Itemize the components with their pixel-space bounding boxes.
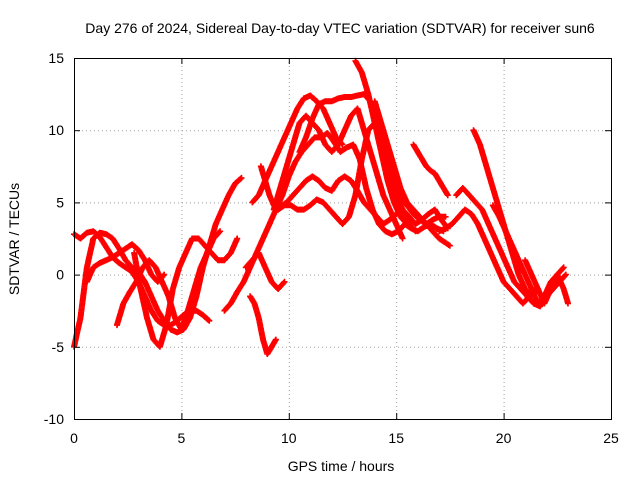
- data-point: [560, 264, 567, 271]
- data-point: [446, 242, 453, 249]
- series-track-5: [131, 235, 241, 350]
- series-track-8: [275, 120, 449, 228]
- data-point: [161, 271, 168, 278]
- data-point: [403, 221, 410, 228]
- x-axis-label: GPS time / hours: [288, 458, 395, 474]
- x-tick-label: 15: [388, 430, 404, 446]
- data-point: [565, 300, 571, 307]
- x-tick-label: 5: [178, 430, 186, 446]
- series-track-12: [371, 98, 453, 249]
- x-tick-label: 10: [281, 430, 297, 446]
- data-point: [272, 336, 279, 343]
- plot-frame: [74, 58, 612, 420]
- data-point: [217, 228, 224, 235]
- series-track-18: [522, 257, 571, 307]
- data-point: [338, 140, 345, 147]
- data-point: [403, 220, 409, 226]
- data-point: [281, 278, 288, 285]
- data-point: [399, 235, 406, 242]
- data-point: [238, 174, 245, 181]
- y-tick-label: 5: [56, 194, 64, 210]
- x-tick-label: 25: [603, 430, 619, 446]
- series-track-19: [247, 293, 279, 357]
- chart-title: Day 276 of 2024, Sidereal Day-to-day VTE…: [85, 20, 595, 36]
- series-track-3: [83, 241, 168, 285]
- x-tick-label: 0: [70, 430, 78, 446]
- data-point: [206, 317, 213, 324]
- y-tick-label: -5: [52, 339, 65, 355]
- ticks: 0 5 10 15 20 25 -10 -5 0 5 10 15: [44, 50, 619, 446]
- series-track-14: [436, 206, 539, 307]
- data-point: [559, 265, 566, 272]
- y-tick-label: 10: [48, 122, 64, 138]
- grid: [74, 58, 611, 419]
- data-point: [339, 141, 346, 148]
- data-point: [562, 272, 568, 279]
- data-point: [216, 229, 223, 236]
- y-axis-label: SDTVAR / TECUs: [6, 183, 22, 295]
- series-track-11: [352, 57, 410, 228]
- series-track-21: [242, 249, 288, 292]
- x-tick-label: 20: [496, 430, 512, 446]
- data-point: [411, 227, 418, 234]
- data-point: [234, 235, 241, 242]
- data-point: [444, 192, 451, 199]
- series-track-4: [114, 228, 224, 333]
- data-point: [280, 279, 287, 286]
- data-point: [442, 213, 449, 220]
- y-tick-label: 15: [48, 50, 64, 66]
- data-points: [71, 57, 571, 357]
- series-track-20: [249, 92, 346, 206]
- data-point: [412, 228, 419, 235]
- series-track-9: [270, 105, 406, 242]
- series-track-13: [410, 141, 451, 199]
- y-tick-label: 0: [56, 267, 64, 283]
- data-point: [562, 271, 569, 278]
- y-tick-label: -10: [44, 411, 64, 427]
